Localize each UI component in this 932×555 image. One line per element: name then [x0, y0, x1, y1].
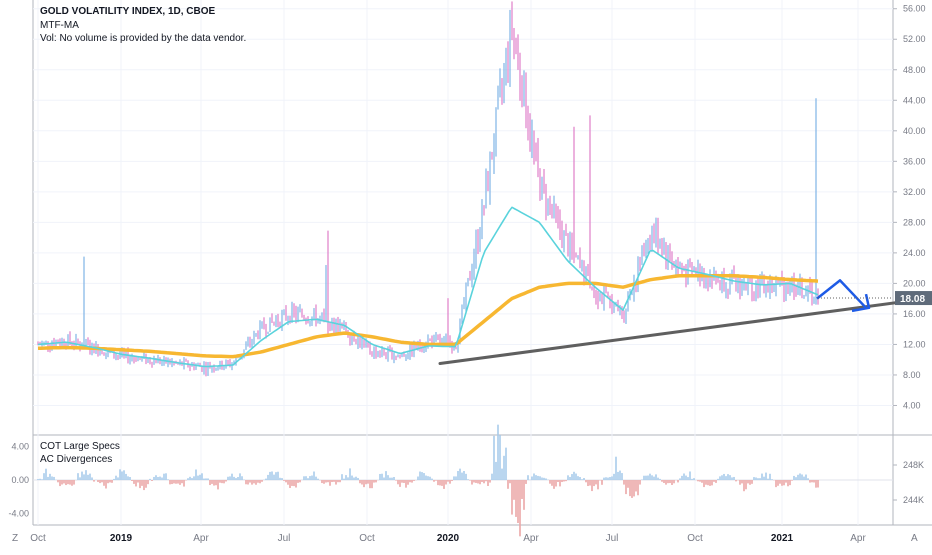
subpane-left-tick: 4.00: [11, 441, 29, 451]
trendline: [438, 296, 932, 366]
annotations: [438, 279, 932, 366]
y-tick-label: 36.00: [903, 156, 926, 166]
projection-arrowhead: [851, 293, 871, 313]
subpane-left-tick: 0.00: [11, 475, 29, 485]
x-tick-label: 2020: [437, 533, 460, 544]
last-price-tag: 18.08: [818, 291, 932, 306]
x-tick-label: Oct: [687, 533, 703, 544]
last-price-label: 18.08: [900, 294, 925, 305]
volume-note: Vol: No volume is provided by the data v…: [40, 33, 247, 44]
x-tick-label: Oct: [359, 533, 375, 544]
y-tick-label: 8.00: [903, 370, 921, 380]
fast-ma-line: [37, 206, 819, 368]
y-tick-label: 24.00: [903, 248, 926, 258]
price-bars: [37, 1, 819, 377]
y-tick-label: 12.00: [903, 339, 926, 349]
y-tick-label: 56.00: [903, 4, 926, 14]
x-tick-label: Oct: [30, 533, 46, 544]
subpane-title: COT Large Specs: [40, 441, 120, 452]
y-tick-label: 52.00: [903, 34, 926, 44]
auto-scale-icon[interactable]: A: [911, 533, 918, 544]
y-tick-label: 16.00: [903, 309, 926, 319]
projection-arrow: [816, 279, 867, 309]
slow-ma-line: [37, 274, 819, 359]
chart-title: GOLD VOLATILITY INDEX, 1D, CBOE: [40, 6, 216, 17]
grid: [33, 0, 893, 525]
subpane-right-tick: 244K: [903, 495, 924, 505]
x-tick-label: Jul: [606, 533, 619, 544]
price-axis[interactable]: 4.00 8.00 12.00 16.00 20.00 24.00 28.00 32.00 36…: [893, 4, 926, 411]
y-tick-label: 28.00: [903, 217, 926, 227]
y-tick-label: 32.00: [903, 187, 926, 197]
y-tick-label: 40.00: [903, 126, 926, 136]
x-tick-label: Apr: [523, 533, 539, 544]
zoom-icon[interactable]: Z: [12, 533, 19, 544]
subpane-right-tick: 248K: [903, 460, 924, 470]
y-tick-label: 44.00: [903, 95, 926, 105]
subpane-left-tick: -4.00: [8, 509, 29, 519]
x-tick-label: 2021: [771, 533, 794, 544]
y-tick-label: 4.00: [903, 400, 921, 410]
x-tick-label: 2019: [110, 533, 133, 544]
moving-averages: [37, 206, 819, 368]
y-tick-label: 20.00: [903, 278, 926, 288]
x-tick-label: Apr: [850, 533, 866, 544]
subpane-subtitle: AC Divergences: [40, 454, 113, 465]
subpane-axis: 4.00 0.00 -4.00 248K 244K: [8, 441, 924, 518]
y-tick-label: 48.00: [903, 65, 926, 75]
indicator-label: MTF-MA: [40, 20, 79, 31]
time-axis[interactable]: Oct 2019 Apr Jul Oct 2020 Apr Jul Oct 2021 Apr: [30, 533, 866, 544]
x-tick-label: Apr: [193, 533, 209, 544]
last-price-box: [895, 291, 932, 306]
x-tick-label: Jul: [278, 533, 291, 544]
cot-subpane: [33, 424, 893, 537]
